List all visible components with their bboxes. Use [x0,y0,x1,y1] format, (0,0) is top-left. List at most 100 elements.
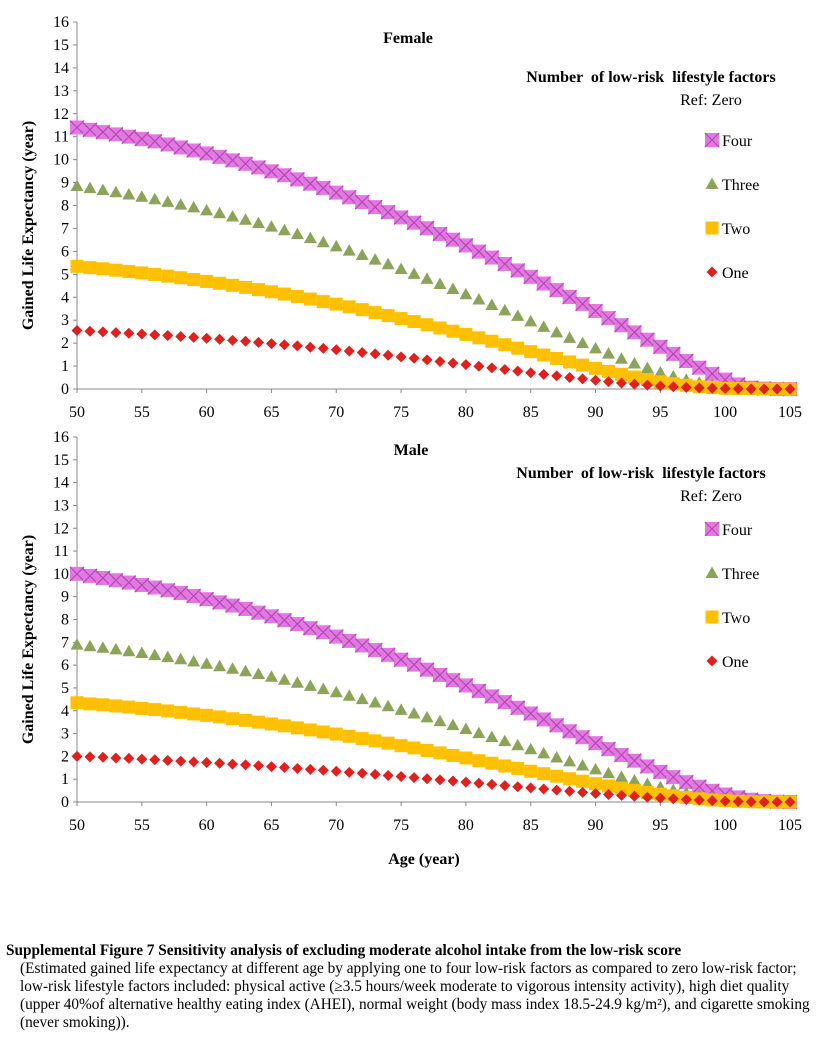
y-tick-label: 6 [61,657,69,674]
x-tick-label: 75 [393,817,409,834]
point-one [149,329,161,341]
point-four-cross [678,353,694,369]
point-three [264,670,278,682]
y-tick-label: 1 [61,771,69,788]
point-two [381,736,395,750]
point-four-cross [95,124,111,140]
point-four-cross [471,683,487,699]
point-one [551,370,563,382]
point-one [110,752,122,764]
y-tick-label: 9 [61,589,69,606]
point-one [486,778,498,790]
point-two [355,303,369,317]
point-three [226,662,240,674]
point-three [355,248,369,261]
point-four-cross [69,120,85,135]
point-one [512,781,524,793]
point-three [342,244,356,256]
point-one [641,379,653,391]
point-four-cross [82,568,98,584]
point-four-cross [225,152,240,168]
point-four-cross [82,122,98,138]
point-three [602,347,616,359]
point-three [394,703,408,715]
point-one [395,770,407,782]
point-one [188,331,200,343]
y-tick-label: 12 [53,520,69,537]
point-two [213,276,227,290]
legend-label-one: One [722,654,749,671]
point-three [174,652,188,665]
point-three [368,696,382,708]
y-tick-label: 7 [61,220,69,237]
point-four-cross [173,585,189,601]
point-one [654,380,666,392]
point-two [433,746,447,760]
point-three [316,235,330,248]
point-two [550,769,564,783]
y-tick-label: 4 [61,703,69,720]
point-one [227,334,239,346]
point-two [394,312,408,326]
point-one [421,773,433,785]
point-one [408,352,420,364]
point-one [330,344,342,356]
y-tick-label: 7 [61,634,69,651]
point-three [485,730,499,742]
point-three [303,231,317,244]
point-one [590,374,602,386]
point-three [524,314,538,327]
point-three [472,293,486,305]
point-one [473,360,485,372]
point-two [226,712,240,726]
point-one [330,765,342,777]
legend-marker-one [706,655,718,667]
point-two [407,315,421,329]
point-one [758,796,770,808]
point-two [614,367,628,381]
point-two [329,297,343,311]
point-four-cross [406,215,422,231]
point-three [511,738,525,751]
point-four-cross [341,189,357,205]
point-two [498,759,512,773]
point-two [355,732,369,746]
point-two [226,278,240,292]
y-tick-label: 16 [53,429,69,446]
y-tick-label: 5 [61,266,69,283]
point-three [407,706,421,719]
point-one [110,327,122,339]
y-tick-label: 13 [53,497,69,514]
point-four-cross [601,310,616,326]
point-three [226,210,240,222]
point-two [135,266,149,280]
point-four-cross [69,566,85,582]
point-four-cross [341,633,357,649]
point-three [589,341,603,354]
point-three [109,185,123,198]
point-one [382,349,394,361]
point-two [122,265,136,279]
y-tick-label: 4 [61,289,69,306]
point-two [537,767,551,781]
x-tick-label: 105 [778,404,802,421]
y-tick-label: 8 [61,612,69,629]
point-one [317,764,329,776]
point-four-cross [354,638,370,653]
point-one [369,768,381,780]
x-tick-label: 85 [523,404,539,421]
point-one [136,328,148,340]
point-two [472,331,486,345]
point-three [290,227,304,240]
x-tick-label: 85 [523,817,539,834]
point-two [96,698,110,712]
legend-ref: Ref: Zero [680,92,742,109]
point-three [251,667,265,680]
point-two [161,704,175,718]
x-tick-label: 90 [588,404,604,421]
legend-marker-two [705,610,719,624]
point-one [304,763,316,775]
legend-marker-two [705,221,719,235]
y-tick-label: 15 [53,452,69,469]
point-two [161,269,175,283]
